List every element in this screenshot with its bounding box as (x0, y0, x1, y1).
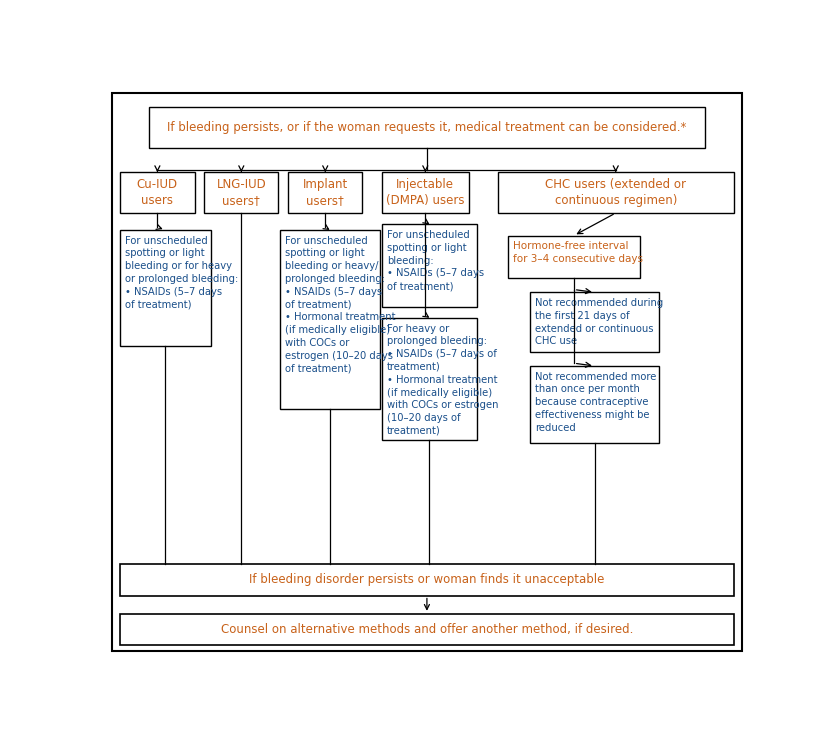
Bar (382, 172, 469, 213)
Bar (149, 107, 705, 148)
Bar (382, 318, 477, 439)
Text: LNG-IUD
users†: LNG-IUD users† (217, 178, 267, 208)
Text: Hormone-free interval
for 3–4 consecutive days: Hormone-free interval for 3–4 consecutiv… (513, 241, 643, 264)
Bar (498, 172, 734, 213)
Text: CHC users (extended or
continuous regimen): CHC users (extended or continuous regime… (546, 178, 686, 208)
Bar (204, 172, 278, 213)
Bar (120, 230, 211, 346)
Text: Counsel on alternative methods and offer another method, if desired.: Counsel on alternative methods and offer… (221, 623, 633, 636)
Text: Not recommended during
the first 21 days of
extended or continuous
CHC use: Not recommended during the first 21 days… (536, 298, 664, 347)
Text: Implant
users†: Implant users† (302, 178, 348, 208)
Text: If bleeding disorder persists or woman finds it unacceptable: If bleeding disorder persists or woman f… (249, 573, 605, 587)
Text: Cu-IUD
users: Cu-IUD users (137, 178, 178, 208)
Text: For unscheduled
spotting or light
bleeding or heavy/
prolonged bleeding:
• NSAID: For unscheduled spotting or light bleedi… (285, 236, 396, 374)
Text: Not recommended more
than once per month
because contraceptive
effectiveness mig: Not recommended more than once per month… (536, 372, 656, 433)
Bar (280, 230, 380, 408)
Bar (120, 614, 734, 645)
Text: Injectable
(DMPA) users: Injectable (DMPA) users (386, 178, 465, 208)
Bar (288, 172, 362, 213)
Bar (120, 565, 734, 595)
Bar (507, 236, 640, 278)
Bar (531, 292, 660, 352)
Text: For unscheduled
spotting or light
bleeding or for heavy
or prolonged bleeding:
•: For unscheduled spotting or light bleedi… (126, 236, 239, 310)
Text: If bleeding persists, or if the woman requests it, medical treatment can be cons: If bleeding persists, or if the woman re… (167, 121, 686, 134)
Text: For heavy or
prolonged bleeding:
• NSAIDs (5–7 days of
treatment)
• Hormonal tre: For heavy or prolonged bleeding: • NSAID… (387, 324, 498, 436)
Bar (120, 172, 194, 213)
Text: For unscheduled
spotting or light
bleeding:
• NSAIDs (5–7 days
of treatment): For unscheduled spotting or light bleedi… (387, 230, 484, 291)
Bar (382, 224, 477, 306)
Bar (531, 366, 660, 442)
